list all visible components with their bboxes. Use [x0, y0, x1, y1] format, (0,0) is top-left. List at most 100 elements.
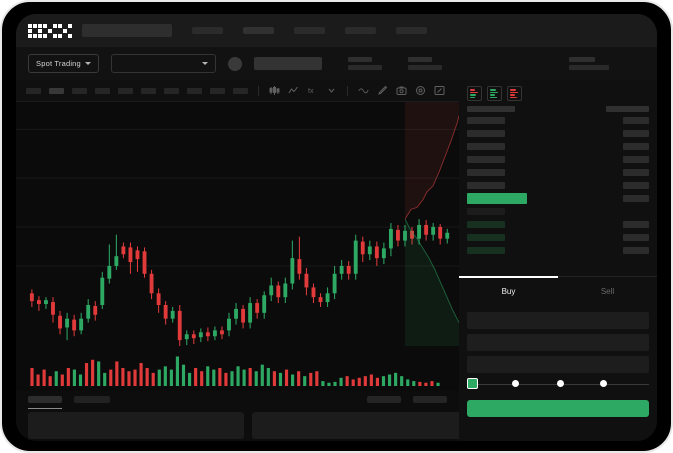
order-price-input[interactable]	[467, 312, 649, 329]
stat-value	[347, 65, 382, 70]
timeframe-button[interactable]	[164, 87, 179, 94]
tab-buy[interactable]: Buy	[459, 276, 558, 306]
amount-percent-slider[interactable]	[467, 378, 649, 392]
orderbook-ask-row[interactable]	[467, 181, 649, 190]
spread-size	[623, 195, 649, 202]
toolbar-divider	[258, 85, 259, 96]
orderbook-col-size	[606, 106, 649, 112]
bottom-panel-1[interactable]	[28, 412, 244, 439]
timeframe-button[interactable]	[233, 87, 248, 94]
buy-sell-tabs: Buy Sell	[459, 276, 657, 306]
orderbook-ask-row[interactable]	[467, 142, 649, 151]
orderbook-ask-row[interactable]	[467, 129, 649, 138]
ask-size	[623, 143, 649, 150]
volume-svg	[30, 356, 440, 386]
camera-snapshot-icon[interactable]	[396, 85, 407, 96]
market-stat-2	[407, 57, 442, 70]
toolbar-divider	[347, 85, 348, 96]
bid-price	[467, 234, 505, 241]
indicators-icon[interactable]: fx	[307, 85, 318, 96]
wave-chart-icon[interactable]	[358, 85, 369, 96]
main-nav	[192, 27, 427, 34]
last-price-display	[253, 57, 322, 70]
timeframe-button[interactable]	[118, 87, 133, 94]
price-chart[interactable]	[16, 102, 459, 346]
orderbook-both-icon[interactable]	[467, 86, 482, 101]
slider-step-75[interactable]	[600, 380, 607, 387]
orderbook-bid-row[interactable]	[467, 220, 649, 229]
ask-size	[623, 182, 649, 189]
market-type-selector[interactable]: Spot Trading	[28, 54, 99, 73]
slider-step-25[interactable]	[512, 380, 519, 387]
timeframe-button[interactable]	[72, 87, 87, 94]
bid-size	[623, 234, 649, 241]
orderbook-ask-row[interactable]	[467, 155, 649, 164]
stat-label	[569, 57, 595, 62]
ask-price	[467, 156, 505, 163]
bid-size	[623, 221, 649, 228]
line-chart-icon[interactable]	[288, 85, 299, 96]
stat-value	[569, 65, 609, 70]
drawing-pencil-icon[interactable]	[377, 85, 388, 96]
okx-logo-icon[interactable]	[28, 23, 72, 38]
stat-label	[407, 57, 432, 62]
coin-avatar	[227, 56, 242, 71]
ask-size	[623, 130, 649, 137]
nav-item-5[interactable]	[396, 27, 427, 34]
tab-sell[interactable]: Sell	[600, 287, 615, 296]
orderbook-bid-row[interactable]	[467, 246, 649, 255]
timeframe-button[interactable]	[95, 87, 110, 94]
slider-handle[interactable]	[467, 378, 478, 389]
trading-pair-selector[interactable]	[110, 54, 216, 73]
chart-type-chevron-icon[interactable]	[326, 85, 337, 96]
chevron-down-icon	[201, 62, 208, 65]
timeframe-button[interactable]	[187, 87, 202, 94]
orderbook-ask-row[interactable]	[467, 168, 649, 177]
bottom-tab-right-2[interactable]	[413, 396, 447, 403]
orderbook-bid-row[interactable]	[467, 207, 649, 216]
orderbook-asks-icon[interactable]	[507, 86, 522, 101]
bid-price	[467, 208, 505, 215]
nav-item-4[interactable]	[345, 27, 376, 34]
orderbook-ask-row[interactable]	[467, 116, 649, 125]
orderbook-bids-icon[interactable]	[487, 86, 502, 101]
order-form	[459, 306, 657, 384]
orderbook-mode-switcher	[459, 80, 657, 106]
search-input[interactable]	[82, 24, 172, 37]
orderbook-header	[467, 106, 649, 112]
market-stat-1	[347, 57, 382, 70]
ask-size	[623, 117, 649, 124]
bottom-tab-right-1[interactable]	[367, 396, 401, 403]
fullscreen-icon[interactable]	[434, 85, 445, 96]
bottom-tab-order-history[interactable]	[74, 396, 110, 403]
nav-item-3[interactable]	[294, 27, 325, 34]
slider-step-50[interactable]	[557, 380, 564, 387]
candlestick-chart-icon[interactable]	[269, 85, 280, 96]
orderbook-col-price	[467, 106, 515, 112]
nav-item-2[interactable]	[243, 27, 274, 34]
bottom-tab-bar	[16, 391, 459, 409]
timeframe-button[interactable]	[141, 87, 156, 94]
place-buy-order-button[interactable]	[467, 400, 649, 417]
orderbook[interactable]	[459, 106, 657, 255]
orderbook-spread-row	[467, 193, 649, 204]
market-stat-3	[569, 57, 609, 70]
ask-size	[623, 156, 649, 163]
svg-text:fx: fx	[308, 88, 314, 95]
timeframe-button[interactable]	[210, 87, 225, 94]
bid-price	[467, 221, 505, 228]
ask-price	[467, 182, 505, 189]
screen: Spot Trading	[16, 14, 657, 441]
timeframe-button[interactable]	[49, 87, 64, 94]
market-type-label: Spot Trading	[36, 59, 81, 68]
bottom-tab-open-orders[interactable]	[28, 396, 62, 409]
order-total-input[interactable]	[467, 356, 649, 373]
volume-chart	[16, 346, 459, 391]
chart-toolbar: fx	[16, 80, 459, 102]
settings-gear-icon[interactable]	[415, 85, 426, 96]
nav-item-1[interactable]	[192, 27, 223, 34]
market-subheader: Spot Trading	[16, 47, 657, 80]
orderbook-bid-row[interactable]	[467, 233, 649, 242]
timeframe-button[interactable]	[26, 87, 41, 94]
order-amount-input[interactable]	[467, 334, 649, 351]
